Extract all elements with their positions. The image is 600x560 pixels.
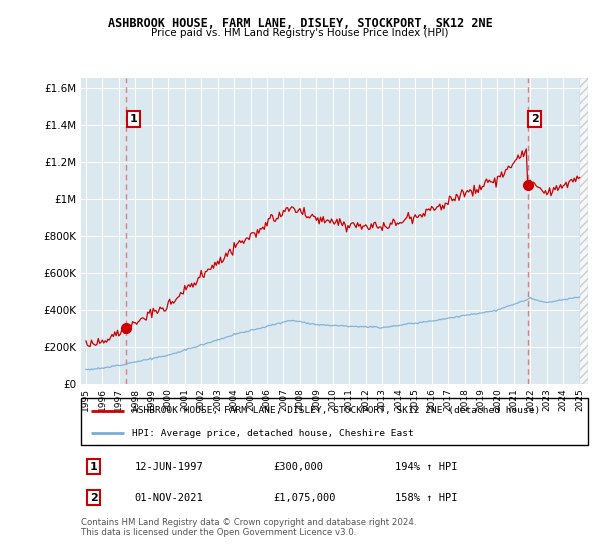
Text: £300,000: £300,000 xyxy=(274,461,323,472)
Text: 01-NOV-2021: 01-NOV-2021 xyxy=(134,493,203,503)
Text: Contains HM Land Registry data © Crown copyright and database right 2024.
This d: Contains HM Land Registry data © Crown c… xyxy=(81,518,416,538)
Text: 1: 1 xyxy=(130,114,137,124)
Text: Price paid vs. HM Land Registry's House Price Index (HPI): Price paid vs. HM Land Registry's House … xyxy=(151,28,449,38)
Text: 194% ↑ HPI: 194% ↑ HPI xyxy=(395,461,458,472)
Text: 2: 2 xyxy=(90,493,98,503)
Text: 2: 2 xyxy=(531,114,539,124)
Text: 1: 1 xyxy=(90,461,98,472)
Text: 158% ↑ HPI: 158% ↑ HPI xyxy=(395,493,458,503)
Text: HPI: Average price, detached house, Cheshire East: HPI: Average price, detached house, Ches… xyxy=(132,429,413,438)
Text: £1,075,000: £1,075,000 xyxy=(274,493,336,503)
Text: 12-JUN-1997: 12-JUN-1997 xyxy=(134,461,203,472)
Text: ASHBROOK HOUSE, FARM LANE, DISLEY, STOCKPORT, SK12 2NE (detached house): ASHBROOK HOUSE, FARM LANE, DISLEY, STOCK… xyxy=(132,407,540,416)
Text: ASHBROOK HOUSE, FARM LANE, DISLEY, STOCKPORT, SK12 2NE: ASHBROOK HOUSE, FARM LANE, DISLEY, STOCK… xyxy=(107,17,493,30)
